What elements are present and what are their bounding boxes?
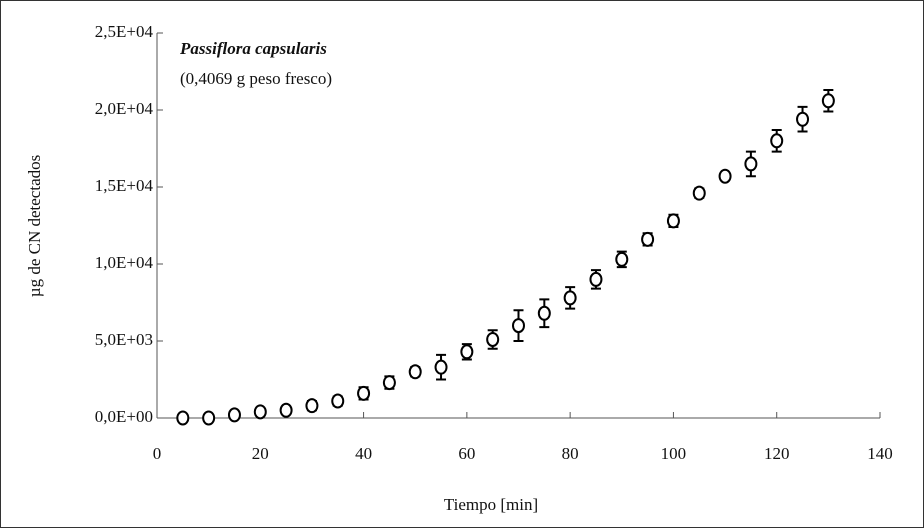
marker <box>305 398 319 414</box>
marker <box>615 251 629 267</box>
x-tick-label: 100 <box>661 444 687 463</box>
marker <box>227 407 241 423</box>
y-tick-label: 1,5E+04 <box>95 176 154 195</box>
marker <box>796 111 810 127</box>
y-tick-label: 5,0E+03 <box>95 330 153 349</box>
annotation: Passiflora capsularis <box>179 39 327 58</box>
marker <box>382 375 396 391</box>
marker <box>537 305 551 321</box>
x-tick-label: 0 <box>153 444 162 463</box>
x-tick-label: 20 <box>252 444 269 463</box>
marker <box>770 133 784 149</box>
x-tick-label: 80 <box>562 444 579 463</box>
marker <box>202 410 216 426</box>
y-tick-label: 1,0E+04 <box>95 253 154 272</box>
marker <box>279 402 293 418</box>
x-tick-label: 60 <box>458 444 475 463</box>
x-tick-label: 120 <box>764 444 790 463</box>
marker <box>460 344 474 360</box>
y-tick-label: 2,5E+04 <box>95 22 154 41</box>
marker <box>744 156 758 172</box>
marker <box>434 359 448 375</box>
x-tick-label: 40 <box>355 444 372 463</box>
marker <box>718 168 732 184</box>
marker <box>331 393 345 409</box>
y-axis-label: µg de CN detectados <box>25 155 44 297</box>
y-tick-label: 2,0E+04 <box>95 99 154 118</box>
marker <box>641 231 655 247</box>
marker <box>357 385 371 401</box>
marker <box>563 290 577 306</box>
marker <box>176 410 190 426</box>
x-tick-label: 140 <box>867 444 893 463</box>
marker <box>692 185 706 201</box>
x-axis-label: Tiempo [min] <box>444 495 538 514</box>
annotation: (0,4069 g peso fresco) <box>180 69 332 88</box>
marker <box>666 213 680 229</box>
marker <box>589 271 603 287</box>
marker <box>253 404 267 420</box>
marker <box>486 331 500 347</box>
marker <box>512 318 525 334</box>
marker <box>821 93 835 109</box>
marker <box>408 364 422 380</box>
y-tick-label: 0,0E+00 <box>95 407 153 426</box>
